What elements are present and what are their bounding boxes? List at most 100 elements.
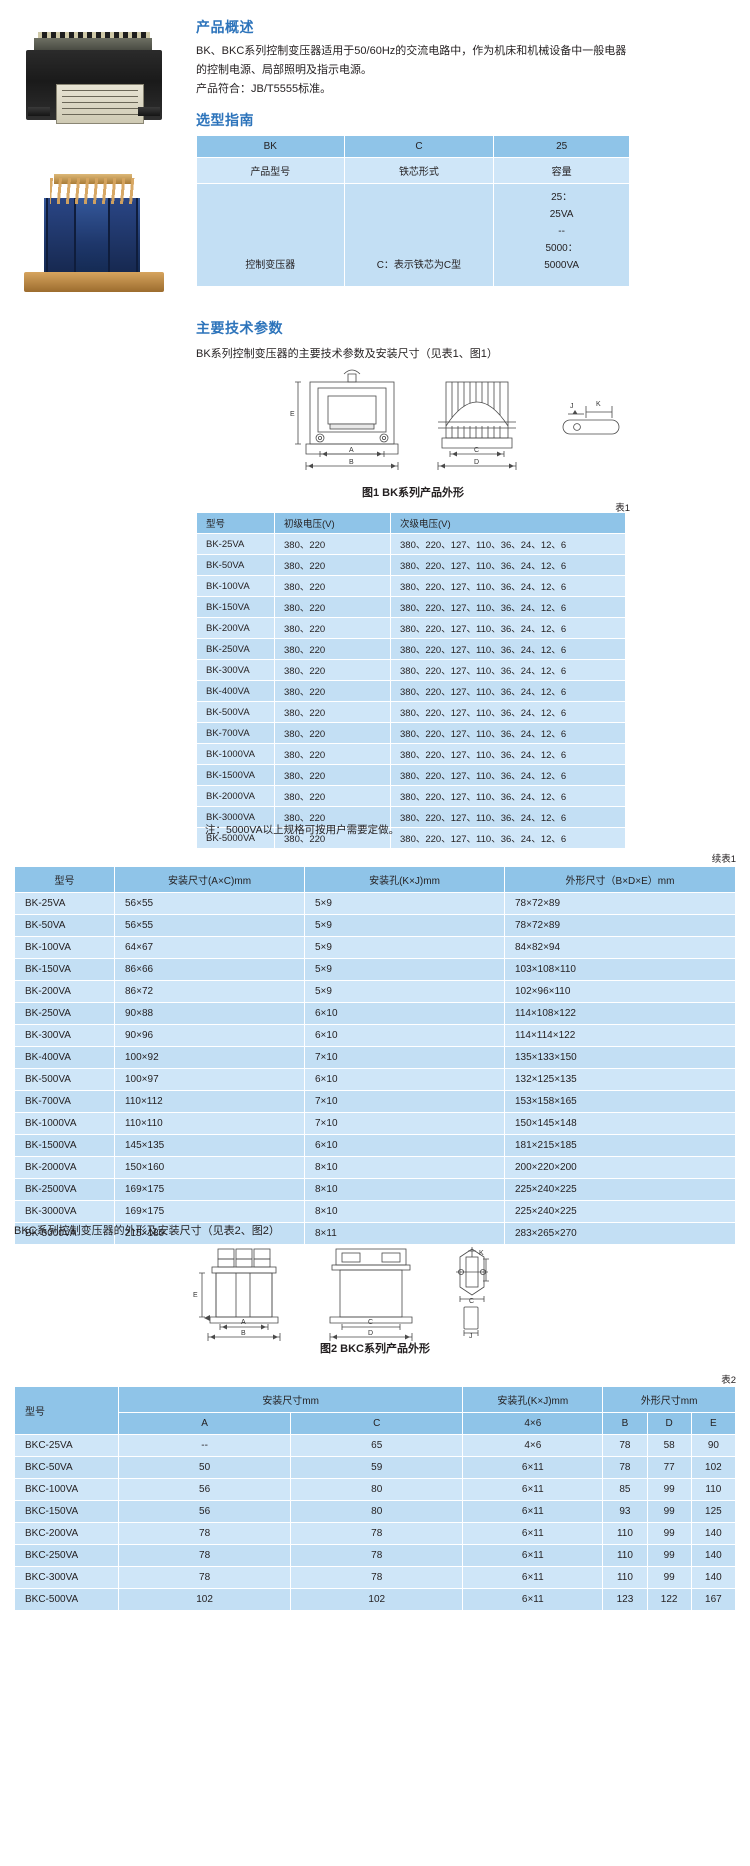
svg-text:J: J (570, 403, 574, 410)
t1c-cell-outline: 200×220×200 (504, 1156, 736, 1179)
t1c-cell-outline: 103×108×110 (504, 958, 736, 981)
t2-cell-e: 140 (690, 1544, 737, 1567)
t1c-cell-outline: 78×72×89 (504, 892, 736, 915)
t2-cell-c: 78 (290, 1522, 464, 1545)
capacity-line-5: 5000VA (544, 260, 580, 271)
t1c-cell-mount: 86×72 (114, 980, 305, 1003)
t1-cell-primary: 380、220 (274, 617, 391, 639)
t2-cell-c: 78 (290, 1544, 464, 1567)
table-1-specifications: 型号 初级电压(V) 次级电压(V) BK-25VA 380、220 380、220… (196, 512, 626, 849)
svg-text:C: C (469, 1298, 474, 1305)
capacity-line-2: 25VA (549, 209, 574, 220)
photo-foot-right (138, 107, 160, 116)
t1c-cell-outline: 283×265×270 (504, 1222, 736, 1245)
t1c-cell-outline: 153×158×165 (504, 1090, 736, 1113)
t1-header-model: 型号 (196, 512, 275, 534)
overview-paragraph-2: 产品符合：JB/T5555标准。 (196, 83, 332, 95)
t2-cell-d: 77 (646, 1456, 692, 1479)
t2-cell-model: BKC-500VA (14, 1588, 119, 1611)
t1-cell-secondary: 380、220、127、110、36、24、12、6 (390, 785, 626, 807)
table-row: BK-5000VA 215×180 8×11 283×265×270 (14, 1222, 736, 1245)
product-photo-bk (20, 28, 168, 128)
t2-cell-b: 93 (602, 1500, 648, 1523)
t1c-cell-mount: 90×96 (114, 1024, 305, 1047)
t1c-cell-hole: 5×9 (304, 914, 505, 937)
table-1-body: BK-25VA 380、220 380、220、127、110、36、24、12、6… (196, 533, 626, 849)
table-row: BKC-150VA 56 80 6×11 93 99 125 (14, 1500, 737, 1523)
table-row: BK-25VA 380、220 380、220、127、110、36、24、12、6 (196, 533, 626, 555)
t2-cell-hole: 6×11 (462, 1456, 604, 1479)
photo-foot-left (28, 107, 50, 116)
t2-cell-hole: 6×11 (462, 1544, 604, 1567)
t2-sub-a: A (117, 1412, 292, 1435)
t1-cell-secondary: 380、220、127、110、36、24、12、6 (390, 575, 626, 597)
table-1-header-row: 型号 初级电压(V) 次级电压(V) (196, 512, 626, 534)
photo-mounting-base (24, 272, 164, 292)
t1-cell-model: BK-50VA (196, 554, 275, 576)
t2-header-mount-group: 安装尺寸mm (117, 1386, 464, 1413)
t1-cell-primary: 380、220 (274, 701, 391, 723)
t1c-cell-hole: 5×9 (304, 958, 505, 981)
t1-cell-secondary: 380、220、127、110、36、24、12、6 (390, 722, 626, 744)
svg-text:K: K (479, 1250, 484, 1257)
t2-header-outline-group: 外形尺寸mm (602, 1386, 736, 1413)
photo-terminal-pins (38, 32, 150, 42)
table-row: BK-100VA 64×67 5×9 84×82×94 (14, 936, 736, 959)
t2-sub-e: E (690, 1412, 737, 1435)
t1c-cell-mount: 169×175 (114, 1200, 305, 1223)
svg-text:C: C (474, 447, 479, 454)
t1c-cell-outline: 225×240×225 (504, 1178, 736, 1201)
t1-cell-primary: 380、220 (274, 533, 391, 555)
t2-cell-e: 125 (690, 1500, 737, 1523)
table-row: BK-300VA 90×96 6×10 114×114×122 (14, 1024, 736, 1047)
t1c-cell-model: BK-1500VA (14, 1134, 115, 1157)
t1c-cell-hole: 6×10 (304, 1024, 505, 1047)
t2-cell-model: BKC-250VA (14, 1544, 119, 1567)
table-2-sub-header-row: A C 4×6 B D E (15, 1412, 737, 1435)
t1c-cell-mount: 56×55 (114, 914, 305, 937)
t1-cell-model: BK-1500VA (196, 764, 275, 786)
t1c-cell-mount: 56×55 (114, 892, 305, 915)
guide-desc-core: C：表示铁芯为C型 (343, 183, 495, 287)
t2-cell-c: 78 (290, 1566, 464, 1589)
t2-cell-e: 102 (690, 1456, 737, 1479)
t2-cell-e: 167 (690, 1588, 737, 1611)
t1-cell-primary: 380、220 (274, 680, 391, 702)
t1c-cell-hole: 8×10 (304, 1178, 505, 1201)
table-row: BK-700VA 380、220 380、220、127、110、36、24、12、… (196, 722, 626, 744)
figure-1-caption: 图1 BK系列产品外形 (361, 487, 465, 499)
t1c-cell-hole: 8×10 (304, 1156, 505, 1179)
guide-desc-capacity: 25： 25VA -- 5000： 5000VA (493, 183, 630, 287)
t1-cell-secondary: 380、220、127、110、36、24、12、6 (390, 764, 626, 786)
t2-cell-a: 78 (117, 1566, 292, 1589)
overview-title: 产品概述 (196, 19, 254, 35)
guide-description-row: 控制变压器 C：表示铁芯为C型 25： 25VA -- 5000： 5000VA (196, 183, 630, 287)
table-row: BK-50VA 380、220 380、220、127、110、36、24、12、6 (196, 554, 626, 576)
t1-cell-primary: 380、220 (274, 596, 391, 618)
table-1-note: 注：5000VA以上规格可按用户需要定做。 (205, 824, 400, 836)
svg-text:D: D (474, 459, 479, 466)
bkc-intro-text: BKC系列控制变压器的外形及安装尺寸（见表2、图2） (14, 1225, 280, 1237)
t2-cell-d: 99 (646, 1522, 692, 1545)
t1-cell-model: BK-1000VA (196, 743, 275, 765)
t2-cell-e: 90 (690, 1434, 737, 1457)
overview-paragraph-1: BK、BKC系列控制变压器适用于50/60Hz的交流电路中，作为机床和机械设备中… (196, 45, 627, 76)
t1c-cell-outline: 132×125×135 (504, 1068, 736, 1091)
t1-cell-model: BK-25VA (196, 533, 275, 555)
t2-cell-hole: 6×11 (462, 1522, 604, 1545)
t1-cell-secondary: 380、220、127、110、36、24、12、6 (390, 617, 626, 639)
guide-header-bk: BK (196, 135, 345, 158)
t1c-cell-hole: 8×10 (304, 1200, 505, 1223)
photo-nameplate (56, 84, 144, 124)
t1-cell-secondary: 380、220、127、110、36、24、12、6 (390, 743, 626, 765)
t2-cell-b: 85 (602, 1478, 648, 1501)
t1c-cell-model: BK-2500VA (14, 1178, 115, 1201)
table-row: BK-150VA 86×66 5×9 103×108×110 (14, 958, 736, 981)
guide-desc-model: 控制变压器 (196, 183, 345, 287)
figure-2-caption: 图2 BKC系列产品外形 (319, 1343, 430, 1355)
t2-cell-a: 78 (117, 1522, 292, 1545)
table-row: BK-1000VA 380、220 380、220、127、110、36、24、12… (196, 743, 626, 765)
t1-cell-model: BK-400VA (196, 680, 275, 702)
table-row: BK-300VA 380、220 380、220、127、110、36、24、12、… (196, 659, 626, 681)
table-row: BKC-250VA 78 78 6×11 110 99 140 (14, 1544, 737, 1567)
